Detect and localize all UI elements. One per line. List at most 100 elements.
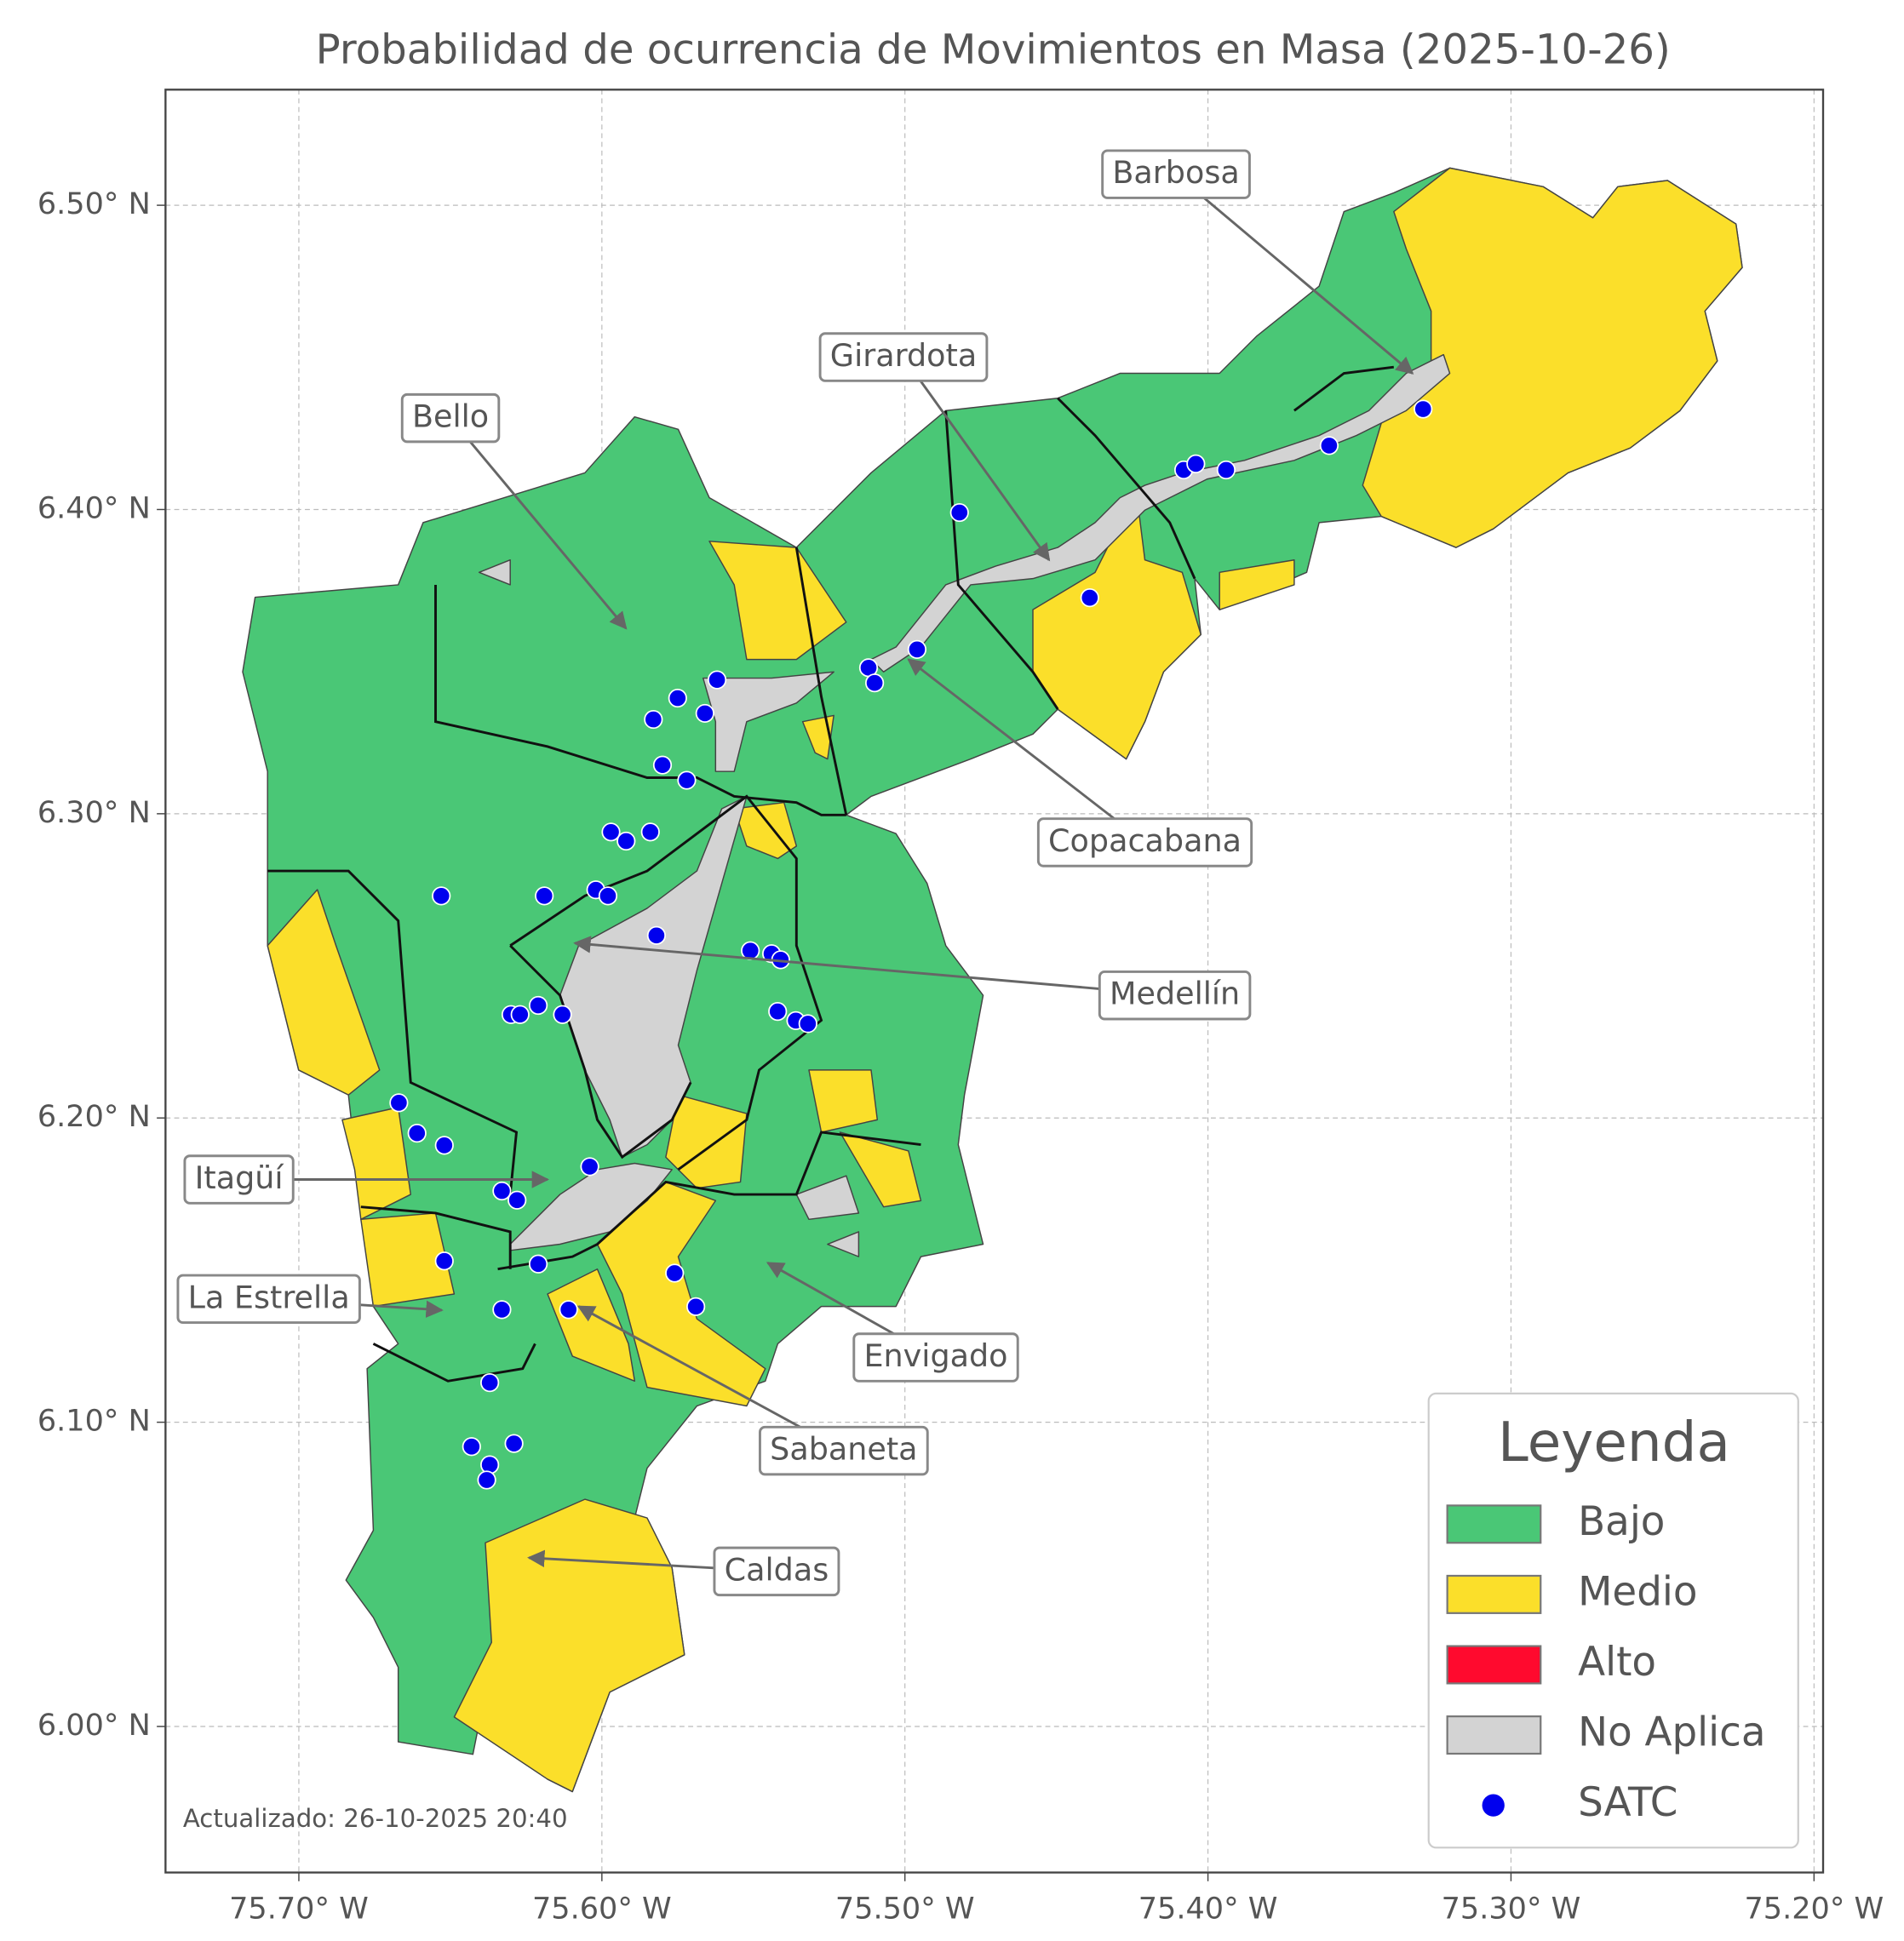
satc-station <box>559 1300 578 1320</box>
satc-station <box>686 1297 706 1316</box>
region <box>596 1181 766 1407</box>
y-tick-label: 6.40° N <box>37 490 151 525</box>
annotation-box <box>183 1154 295 1205</box>
satc-station <box>668 688 687 708</box>
region <box>267 889 381 1096</box>
region <box>870 353 1451 673</box>
annotation-arrow <box>907 658 1146 844</box>
annotation-label: Caldas <box>725 1551 829 1588</box>
satc-station <box>434 1251 454 1271</box>
municipal-border <box>794 547 848 816</box>
legend-title: Leyenda <box>1498 1411 1730 1474</box>
satc-station <box>432 886 451 906</box>
satc-station <box>480 1373 500 1393</box>
satc-station <box>644 709 663 730</box>
region <box>341 1107 412 1221</box>
annotation-arrow <box>449 417 628 630</box>
satc-station <box>389 1093 409 1113</box>
annotation-arrow <box>902 356 1051 562</box>
y-tick-label: 6.50° N <box>37 186 151 221</box>
x-tick-label: 75.50° W <box>835 1891 975 1926</box>
region <box>242 167 1743 1793</box>
legend-swatch <box>1446 1504 1542 1544</box>
satc-station <box>640 822 660 842</box>
satc-station <box>480 1455 500 1474</box>
municipal-border <box>509 794 823 1171</box>
legend-label: Bajo <box>1578 1499 1665 1545</box>
satc-station <box>492 1181 512 1201</box>
satc-station <box>707 670 727 690</box>
municipal-border <box>944 410 1059 710</box>
legend-swatch <box>1446 1715 1542 1755</box>
y-tick-label: 6.00° N <box>37 1708 151 1743</box>
satc-station <box>1186 454 1206 473</box>
satc-station <box>677 770 697 790</box>
annotation-arrow <box>1175 173 1414 375</box>
legend-swatch <box>1446 1574 1542 1614</box>
region <box>547 1268 636 1383</box>
satc-station <box>865 673 885 693</box>
region <box>509 1162 673 1251</box>
satc-station <box>601 822 621 842</box>
region <box>808 1069 879 1133</box>
satc-station <box>646 925 666 945</box>
legend-label: No Aplica <box>1578 1710 1765 1756</box>
annotation-label: Envigado <box>863 1337 1007 1374</box>
legend-label: Medio <box>1578 1569 1697 1615</box>
plot-frame <box>164 89 1825 1874</box>
satc-station <box>504 1434 524 1453</box>
region <box>478 558 511 586</box>
y-tick-label: 6.10° N <box>37 1404 151 1439</box>
region <box>827 1231 860 1257</box>
satc-station <box>1319 436 1339 455</box>
region <box>795 1175 860 1221</box>
y-tick-label: 6.20° N <box>37 1099 151 1134</box>
x-tick-label: 75.70° W <box>229 1891 369 1926</box>
satc-station <box>768 1002 788 1022</box>
annotation-box <box>1036 817 1253 867</box>
annotation-box <box>852 1332 1019 1383</box>
satc-station <box>510 1005 530 1024</box>
annotation-arrow <box>573 936 1175 997</box>
region <box>702 671 834 772</box>
satc-station <box>477 1470 496 1490</box>
annotation-label: Sabaneta <box>770 1431 917 1468</box>
region <box>801 714 834 760</box>
satc-station <box>949 502 969 523</box>
region <box>839 1131 922 1208</box>
title: Probabilidad de ocurrencia de Movimiento… <box>316 26 1671 73</box>
x-tick-label: 75.60° W <box>532 1891 672 1926</box>
annotation-box <box>713 1546 840 1597</box>
legend-swatch <box>1446 1645 1542 1685</box>
municipal-border <box>434 584 846 816</box>
x-tick-label: 75.40° W <box>1138 1891 1278 1926</box>
satc-station <box>508 1190 527 1210</box>
satc-station <box>1216 460 1236 480</box>
municipal-border <box>1293 365 1394 412</box>
satc-station <box>580 1157 599 1177</box>
satc-station <box>652 755 673 775</box>
municipal-border <box>360 1205 512 1269</box>
legend-marker <box>1482 1794 1505 1817</box>
satc-station <box>528 1254 548 1274</box>
annotation-box <box>818 332 989 382</box>
annotation-label: Itagüí <box>195 1159 285 1196</box>
y-tick-label: 6.30° N <box>37 795 151 830</box>
legend-label: Alto <box>1578 1640 1656 1686</box>
municipal-border <box>497 1131 921 1271</box>
annotation-label: Medellín <box>1110 976 1240 1012</box>
satc-station <box>434 1136 454 1155</box>
annotation-box <box>1098 970 1252 1021</box>
satc-station <box>1080 588 1099 608</box>
annotation-label: Girardota <box>830 337 977 374</box>
municipal-border <box>1057 397 1196 580</box>
annotation-label: Bello <box>412 398 489 435</box>
satc-station <box>407 1124 427 1143</box>
x-tick-label: 75.20° W <box>1744 1891 1884 1926</box>
annotation-label: Barbosa <box>1112 154 1239 191</box>
region <box>453 1498 685 1793</box>
satc-station <box>617 831 636 851</box>
annotation-box <box>758 1425 929 1476</box>
x-tick-label: 75.30° W <box>1442 1891 1581 1926</box>
annotation-label: La Estrella <box>188 1279 350 1315</box>
